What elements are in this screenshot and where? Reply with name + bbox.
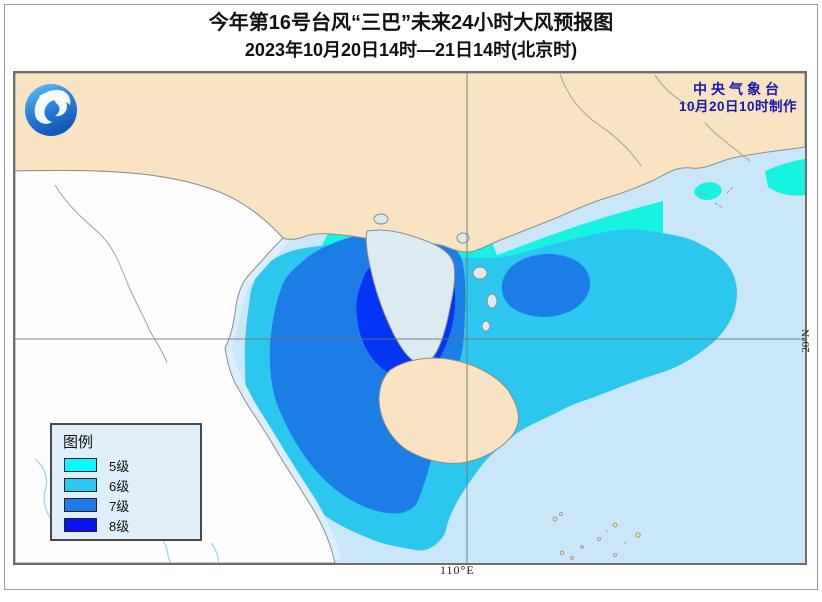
river (210, 542, 219, 563)
legend-item: 6级 (64, 475, 200, 495)
river (162, 540, 172, 563)
wind-area-level5-islet-patch (694, 182, 722, 200)
legend-label-level7: 7级 (109, 498, 130, 514)
land-islet (481, 320, 491, 332)
title-line1: 今年第16号台风“三巴”未来24小时大风预报图 (208, 12, 614, 34)
province-border (704, 122, 751, 162)
legend-swatch-level5 (64, 458, 97, 472)
island-dots (552, 512, 641, 560)
legend-item: 5级 (64, 455, 200, 475)
legend-item: 7级 (64, 495, 200, 515)
legend-label-level6: 6级 (109, 478, 130, 494)
legend-swatch-level7 (64, 498, 97, 512)
boundary-dashes (698, 186, 734, 209)
credit-agency: 中央气象台 (692, 81, 783, 97)
title-line2: 2023年10月20日14时—21日14时(北京时) (244, 40, 578, 60)
cma-logo-icon (25, 84, 77, 136)
legend-box: 图例 5级 6级 7级 8级 (50, 423, 202, 541)
land-hainan (378, 357, 519, 464)
land-islet (456, 232, 470, 244)
page-title: 今年第16号台风“三巴”未来24小时大风预报图 2023年10月20日14时—2… (0, 9, 822, 63)
land-islet (472, 266, 488, 280)
wind-area-level5-east-strip (765, 159, 805, 196)
legend-label-level5: 5级 (109, 458, 130, 474)
province-border (559, 73, 642, 167)
wind-area-level7-east-lobe (501, 253, 591, 317)
legend-swatch-level6 (64, 478, 97, 492)
country-border (54, 184, 168, 364)
province-border (654, 74, 702, 112)
land-islet (486, 293, 498, 309)
latitude-label: 20°N (800, 329, 812, 353)
land-leizhou-peninsula (365, 229, 456, 365)
legend-label-level8: 8级 (109, 518, 130, 534)
legend-title: 图例 (63, 434, 94, 451)
longitude-label: 110°E (440, 563, 475, 577)
forecast-map: 中央气象台 10月20日10时制作 图例 5级 6级 7级 8级 (13, 71, 807, 565)
legend-item: 8级 (64, 515, 200, 535)
credit-block: 中央气象台 10月20日10时制作 (679, 80, 797, 115)
legend-swatch-level8 (64, 518, 97, 532)
credit-issued-time: 10月20日10时制作 (678, 99, 797, 114)
land-islet (373, 213, 389, 225)
river (34, 458, 58, 526)
